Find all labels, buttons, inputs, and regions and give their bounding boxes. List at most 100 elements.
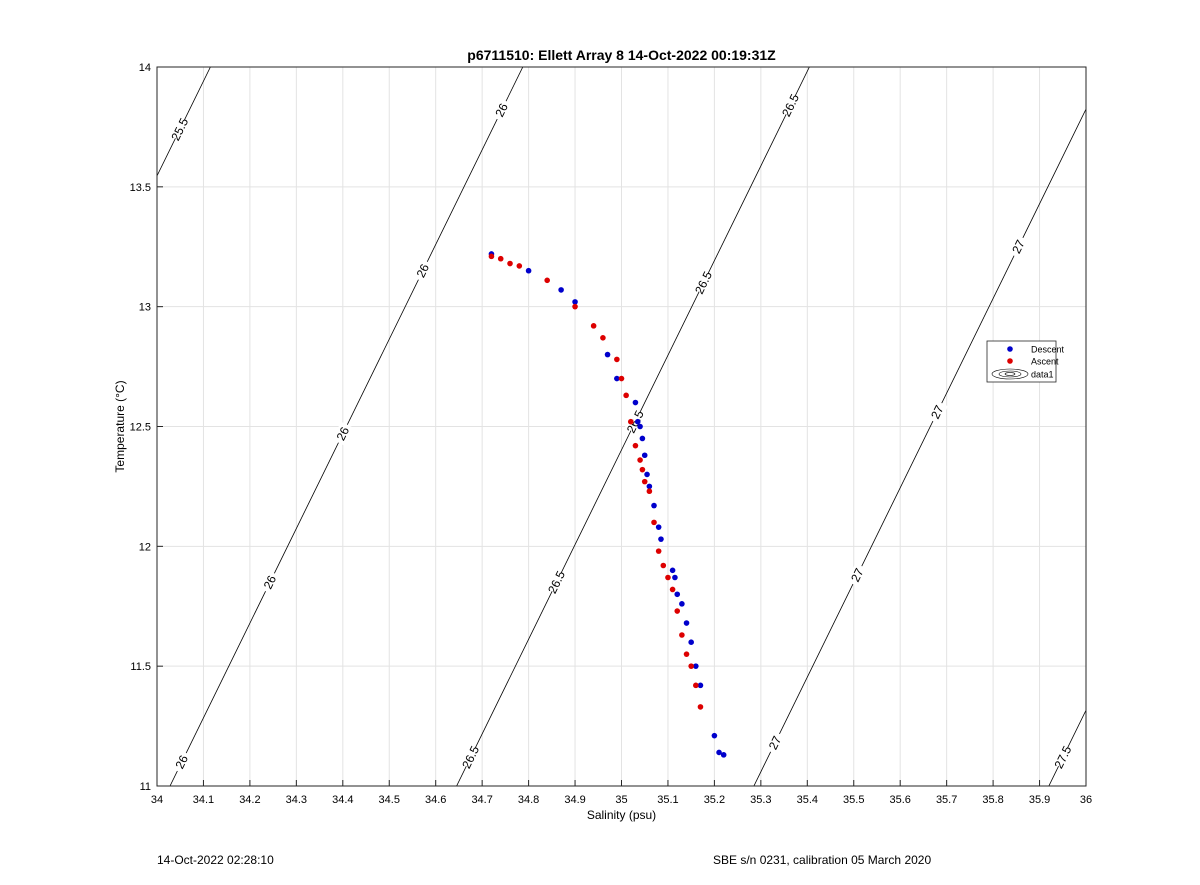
descent-point: [572, 299, 578, 305]
ascent-point: [488, 253, 495, 260]
contour-label: 27.5: [1052, 743, 1075, 770]
ascent-point: [572, 303, 578, 310]
contour-label: 26: [261, 573, 280, 591]
legend: Descent Ascent data1: [986, 340, 1065, 383]
contour-label-bg: [490, 98, 513, 123]
descent-point: [683, 620, 690, 626]
ascent-point: [590, 323, 597, 329]
descent-point: [525, 267, 532, 274]
contour-label-bg: [926, 400, 949, 425]
y-tick-label: 12.5: [130, 422, 151, 434]
ascent-point: [641, 478, 648, 485]
ascent-point: [688, 663, 694, 669]
ascent-point: [679, 632, 685, 638]
legend-ascent-marker: [1007, 358, 1013, 364]
descent-point: [632, 399, 639, 406]
profile-points: [488, 251, 727, 758]
x-tick-label: 34.3: [286, 794, 307, 806]
x-tick-label: 34: [151, 794, 163, 806]
descent-point: [639, 435, 646, 442]
descent-point: [693, 663, 699, 669]
x-tick-label: 35: [615, 794, 627, 806]
descent-point: [637, 423, 643, 430]
contour-label: 27: [848, 566, 867, 584]
x-tick-label: 34.2: [239, 794, 260, 806]
legend-label: data1: [1031, 370, 1054, 380]
ascent-point: [660, 562, 667, 569]
contour-label-bg: [779, 93, 802, 118]
x-tick-label: 36: [1080, 794, 1092, 806]
ascent-point: [614, 356, 620, 363]
descent-point: [655, 524, 662, 530]
contour-label: 26: [414, 261, 433, 279]
legend-label: Descent: [1031, 345, 1065, 355]
y-tick-label: 13: [139, 302, 151, 314]
contour-label-bg: [1052, 745, 1074, 770]
ascent-point: [637, 457, 643, 463]
contour-label: 26.5: [779, 91, 802, 118]
contour-label-bg: [545, 570, 568, 595]
ascent-point: [655, 548, 662, 554]
contour-label: 26: [492, 101, 511, 119]
legend-descent-marker: [1007, 346, 1013, 352]
ascent-point: [646, 488, 653, 495]
descent-point: [614, 375, 620, 382]
legend-contour-icon: [1004, 372, 1016, 376]
x-tick-label: 34.6: [425, 794, 446, 806]
legend-box: [986, 340, 1057, 383]
x-tick-label: 35.3: [750, 794, 771, 806]
contour-label-bg: [764, 730, 786, 755]
ascent-point: [497, 255, 504, 262]
descent-point: [651, 502, 657, 509]
ascent-point: [544, 277, 550, 284]
footer-timestamp: 14-Oct-2022 02:28:10: [157, 853, 274, 867]
x-tick-label: 34.5: [379, 794, 400, 806]
descent-point: [672, 574, 678, 581]
descent-point: [604, 351, 611, 358]
axis-ticks: 34 34.1 34.2 34.3 34.4 34.5 34.6 34.7 34.8 34.9 35…: [130, 62, 1093, 806]
descent-point: [646, 483, 653, 490]
x-tick-label: 34.8: [518, 794, 539, 806]
x-tick-label: 35.5: [843, 794, 864, 806]
descent-point: [558, 287, 564, 293]
descent-point: [644, 471, 650, 478]
contour-label-bg: [460, 745, 482, 770]
descent-point: [711, 732, 718, 739]
descent-point: [716, 749, 722, 756]
y-tick-label: 13.5: [130, 182, 151, 194]
x-tick-label: 35.8: [982, 794, 1003, 806]
legend-contour-icon: [991, 368, 1029, 380]
contour-label-bg: [171, 749, 193, 775]
x-tick-label: 34.7: [471, 794, 492, 806]
contour-label-bg: [846, 563, 869, 588]
descent-point: [720, 752, 727, 758]
contour-label-bg: [332, 421, 354, 446]
contour-label-bg: [412, 258, 434, 283]
contour-label: 26: [334, 424, 353, 442]
legend-label: Ascent: [1031, 357, 1059, 367]
ascent-point: [623, 392, 629, 399]
contour-label-bg: [692, 270, 715, 295]
footer-calibration: SBE s/n 0231, calibration 05 March 2020: [713, 853, 932, 867]
y-axis-label: Temperature (°C): [113, 380, 127, 472]
contour-label: 26.5: [459, 743, 482, 770]
y-tick-label: 14: [139, 62, 151, 74]
chart-title: p6711510: Ellett Array 8 14-Oct-2022 00:…: [467, 47, 776, 63]
ascent-point: [632, 442, 639, 449]
x-tick-label: 35.1: [657, 794, 678, 806]
x-tick-label: 34.4: [332, 794, 353, 806]
ascent-point: [516, 263, 523, 269]
descent-point: [674, 591, 681, 598]
contour-label: 25.5: [168, 115, 191, 142]
descent-point: [634, 418, 641, 425]
descent-point: [697, 682, 704, 689]
grid-lines: [156, 66, 1087, 787]
x-tick-label: 35.4: [797, 794, 818, 806]
y-tick-label: 12: [139, 541, 151, 553]
contour-label: 27: [1009, 237, 1028, 255]
ascent-point: [639, 466, 646, 473]
descent-point: [658, 536, 664, 542]
ascent-point: [669, 586, 676, 593]
x-tick-label: 34.9: [564, 794, 585, 806]
